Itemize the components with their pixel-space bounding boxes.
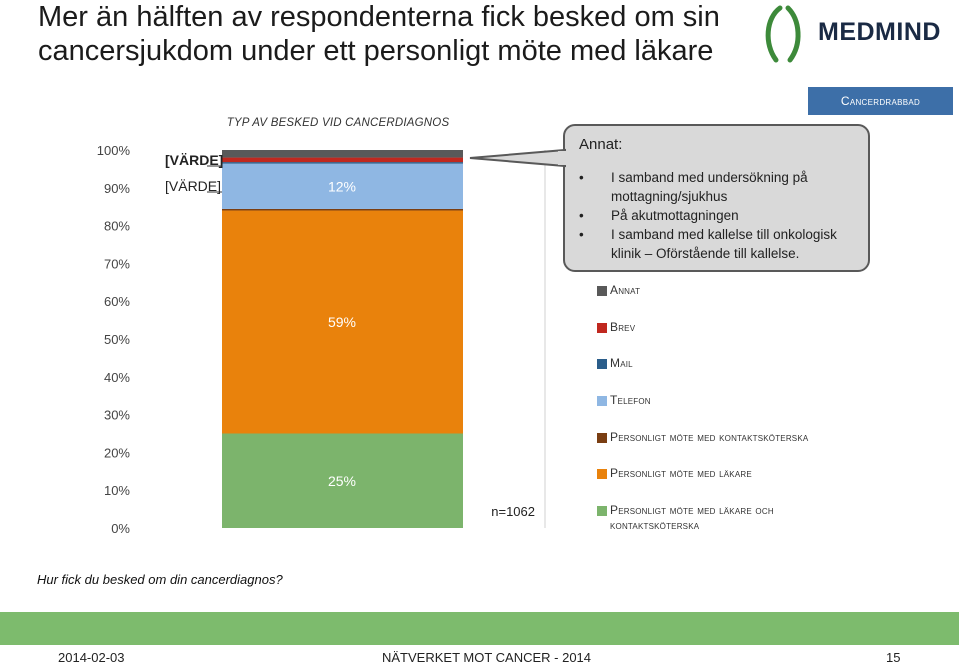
bar-segment	[222, 433, 463, 528]
bar-segment	[222, 150, 463, 158]
callout-item: På akutmottagningen	[579, 206, 859, 225]
callout-heading: Annat:	[579, 136, 623, 153]
stacked-bar-chart: 0% 10% 20% 30% 40% 50% 60% 70% 80% 90% 100% TYP AV …	[97, 117, 546, 536]
callout-annat: Annat: I samband med undersökning på mot…	[469, 124, 870, 272]
legend-swatch	[597, 506, 607, 516]
y-tick-label: 100%	[97, 143, 131, 158]
y-tick-label: 0%	[111, 521, 130, 536]
title-line-1: Mer än hälften av respondenterna fick be…	[38, 1, 720, 33]
callout-list: I samband med undersökning på mottagning…	[579, 168, 859, 263]
legend-label: Personligt möte med läkare	[610, 466, 752, 480]
legend-swatch	[597, 396, 607, 406]
data-label-outside: [VÄRDE]	[165, 178, 221, 194]
y-tick-label: 70%	[104, 256, 130, 271]
legend-swatch	[597, 469, 607, 479]
bar-segment	[222, 208, 463, 211]
callout-item: I samband med undersökning på mottagning…	[579, 168, 859, 206]
legend-label: Brev	[610, 320, 636, 334]
slide-title: Mer än hälften av respondenterna fick be…	[38, 0, 758, 68]
legend-swatch	[597, 323, 607, 333]
footer-page-number: 15	[886, 650, 901, 665]
legend-label: Personligt möte med kontaktsköterska	[610, 430, 809, 444]
bar-segment	[222, 157, 463, 163]
segment-tag: Cancerdrabbad	[808, 87, 953, 115]
data-label: 59%	[328, 314, 356, 330]
y-tick-label: 10%	[104, 483, 130, 498]
legend-label: Telefon	[610, 393, 651, 407]
title-line-2: cancersjukdom under ett personligt möte …	[38, 35, 714, 67]
callout-pointer	[469, 148, 570, 168]
bar-segment	[222, 162, 463, 164]
medmind-logo-text: MEDMIND	[818, 18, 941, 46]
footer-date: 2014-02-03	[58, 650, 125, 665]
footer-center-text: NÄTVERKET MOT CANCER - 2014	[382, 650, 592, 665]
medmind-logo-icon	[765, 5, 801, 63]
sample-size-label: n=1062	[491, 504, 535, 519]
bar-segment	[222, 210, 463, 434]
y-tick-label: 30%	[104, 408, 130, 423]
legend-swatch	[597, 359, 607, 369]
y-tick-label: 60%	[104, 294, 130, 309]
legend-label: Personligt möte med läkare och kontaktsk…	[610, 503, 774, 532]
legend-label: Annat	[610, 283, 641, 297]
y-tick-label: 80%	[104, 219, 130, 234]
chart-title: TYP AV BESKED VID CANCERDIAGNOS	[227, 117, 450, 129]
y-tick-label: 40%	[104, 370, 130, 385]
legend-swatch	[597, 433, 607, 443]
data-label: 25%	[328, 473, 356, 489]
footer-bar	[0, 612, 959, 663]
y-tick-label: 20%	[104, 445, 130, 460]
y-tick-label: 90%	[104, 181, 130, 196]
survey-question: Hur fick du besked om din cancerdiagnos?	[37, 572, 283, 587]
legend-swatch	[597, 286, 607, 296]
data-label: 12%	[328, 178, 356, 194]
bar-segment	[222, 163, 463, 209]
y-tick-label: 50%	[104, 332, 130, 347]
legend-label: Mail	[610, 356, 633, 370]
callout-item: I samband med kallelse till onkologisk k…	[579, 225, 859, 263]
data-label-outside: [VÄRDE]	[165, 152, 223, 168]
